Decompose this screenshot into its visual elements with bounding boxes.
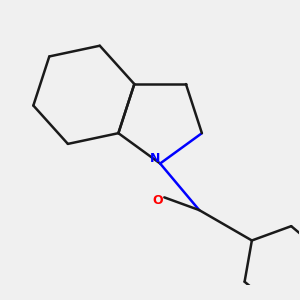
- Text: O: O: [152, 194, 163, 207]
- Text: N: N: [149, 152, 160, 165]
